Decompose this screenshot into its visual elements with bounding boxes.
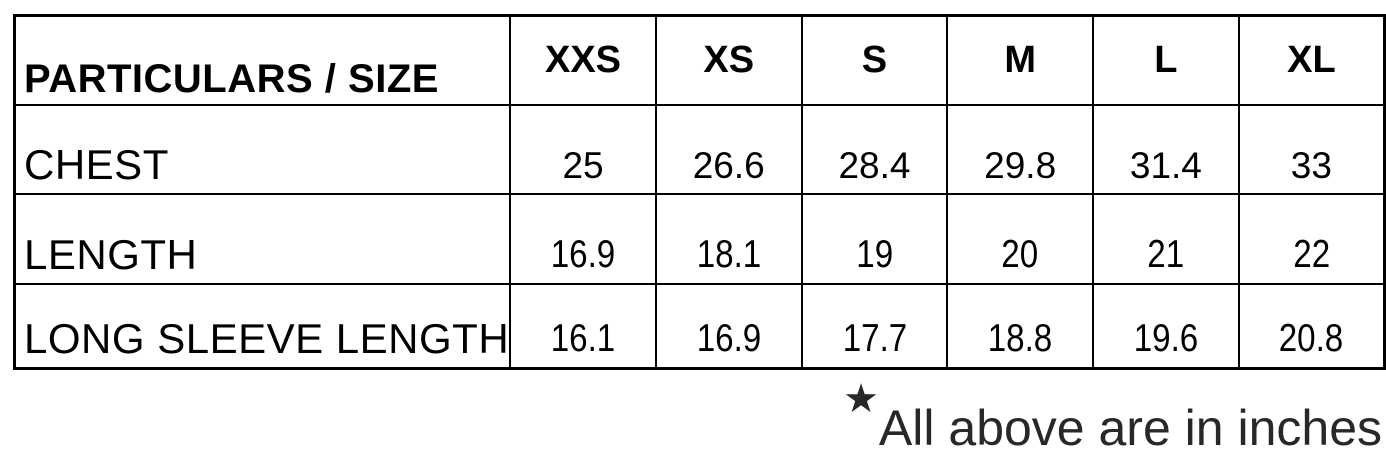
chest-value-xs: 26.6 [654,103,803,195]
particulars-size-header: PARTICULARS / SIZE [13,14,512,106]
chest-value-m: 29.8 [946,103,1095,195]
chest-value-l: 31.4 [1092,103,1240,195]
size-chart-table: PARTICULARS / SIZE XXS XS S M L XL CHEST… [13,14,1386,370]
size-header-m: M [946,14,1095,106]
cell-value: 19.6 [1133,317,1199,360]
length-value-xxs: 16.9 [509,192,657,285]
table-row-chest: CHEST 25 26.6 28.4 29.8 31.4 33 [13,103,1386,195]
cell-value: 18.1 [696,232,761,276]
cell-value: 16.9 [696,317,761,360]
length-value-xl: 22 [1237,192,1386,285]
chest-value-xl: 33 [1237,103,1386,195]
table-row-long-sleeve-length: LONG SLEEVE LENGTH 16.1 16.9 17.7 18.8 1… [13,282,1386,370]
footnote-text: All above are in inches [878,400,1382,456]
cell-value: 16.1 [550,317,616,360]
row-label-chest: CHEST [13,103,512,195]
cell-value: 28.4 [838,144,911,186]
cell-value: 26.6 [692,144,765,186]
table-row-length: LENGTH 16.9 18.1 19 20 21 22 [13,192,1386,285]
sleeve-value-xl: 20.8 [1237,282,1386,370]
table-header-row: PARTICULARS / SIZE XXS XS S M L XL [13,14,1386,106]
cell-value: 20 [1001,232,1039,276]
size-header-xl: XL [1237,14,1386,106]
cell-value: 19 [856,232,893,276]
row-label-long-sleeve-length: LONG SLEEVE LENGTH [13,282,512,370]
row-label-length: LENGTH [13,192,512,285]
star-icon: ★ [843,376,879,422]
cell-value: 20.8 [1279,317,1344,360]
length-value-xs: 18.1 [654,192,803,285]
chest-value-xxs: 25 [509,103,657,195]
cell-value: 18.8 [987,317,1053,360]
cell-value: 21 [1147,232,1185,276]
cell-value: 29.8 [984,144,1057,186]
size-header-s: S [800,14,949,106]
length-value-s: 19 [800,192,949,285]
cell-value: 31.4 [1129,144,1202,186]
size-header-xs: XS [654,14,803,106]
length-value-l: 21 [1092,192,1240,285]
sleeve-value-xxs: 16.1 [509,282,657,370]
sleeve-value-xs: 16.9 [654,282,803,370]
chest-value-s: 28.4 [800,103,949,195]
sleeve-value-m: 18.8 [946,282,1095,370]
sleeve-value-s: 17.7 [800,282,949,370]
size-header-xxs: XXS [509,14,657,106]
size-header-l: L [1092,14,1240,106]
cell-value: 22 [1292,232,1330,276]
cell-value: 16.9 [550,232,616,276]
units-footnote: ★All above are in inches [843,379,1382,456]
cell-value: 25 [562,144,604,186]
cell-value: 17.7 [842,317,907,360]
cell-value: 33 [1290,144,1332,186]
length-value-m: 20 [946,192,1095,285]
sleeve-value-l: 19.6 [1092,282,1240,370]
